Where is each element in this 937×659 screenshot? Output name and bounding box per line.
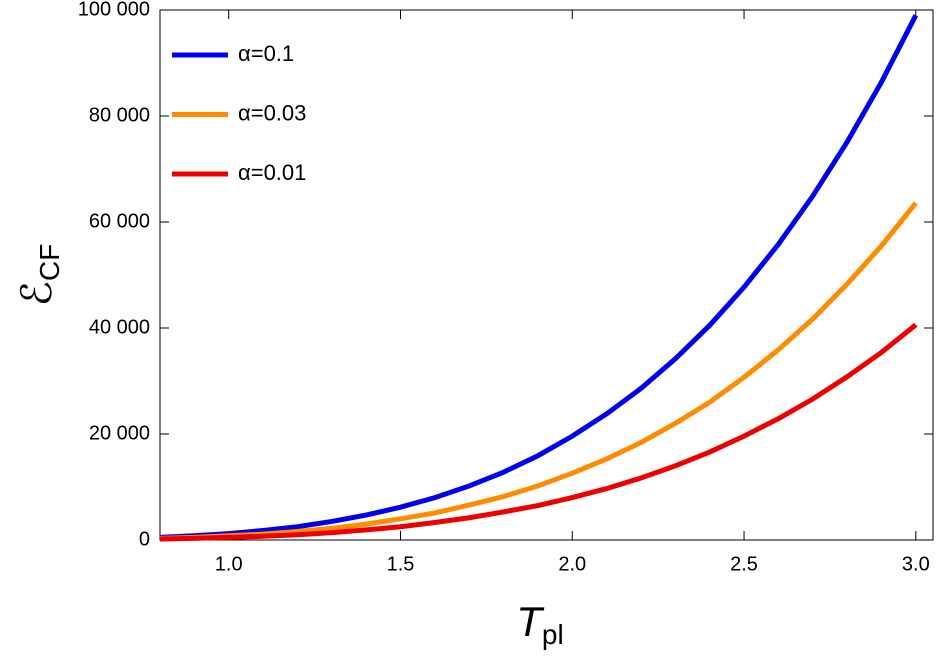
x-tick-label: 2.0 [558,553,586,575]
y-label-symbol: ℰ [13,281,60,306]
y-tick-label: 60 000 [89,210,150,232]
plot-frame [159,9,934,541]
x-tick-label: 2.5 [730,553,758,575]
y-tick-label: 40 000 [89,316,150,338]
y-tick-label: 20 000 [89,422,150,444]
x-label-symbol: T [516,598,545,645]
y-tick-label: 0 [139,528,150,550]
x-axis-label: Tpl [516,598,563,650]
y-axis-label: ℰCF [13,244,65,307]
x-label-subscript: pl [542,619,564,650]
x-tick-label: 1.0 [215,553,243,575]
legend-label: α=0.01 [238,160,306,185]
x-tick-label: 3.0 [902,553,930,575]
x-tick-label: 1.5 [387,553,415,575]
line-series [159,14,919,540]
line-series [159,322,918,542]
y-tick-label: 80 000 [89,104,150,126]
y-tick-label: 100 000 [78,0,150,20]
line-series [159,201,918,541]
legend-label: α=0.03 [238,100,306,125]
legend-label: α=0.1 [238,41,294,66]
y-label-subscript: CF [34,244,65,281]
